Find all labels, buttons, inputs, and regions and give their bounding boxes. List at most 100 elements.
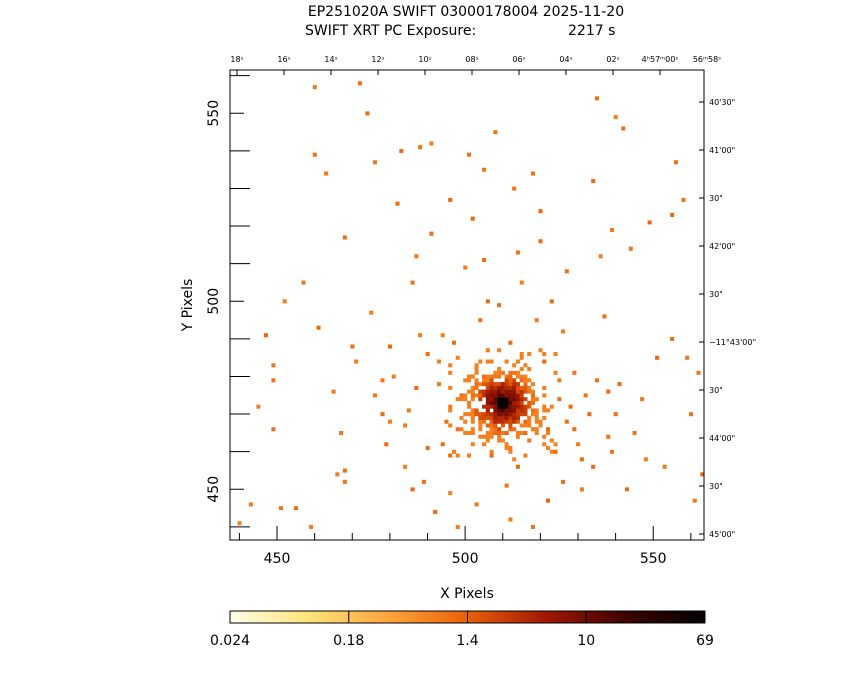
pixel [478,419,483,424]
pixel [587,412,592,417]
pixel [388,344,393,349]
pixel [515,434,520,439]
y-tick-label: 550 [206,100,222,127]
pixel [448,370,453,375]
pixel [504,397,509,402]
pixel [504,378,509,383]
ra-tick-label: 08ˢ [465,55,478,64]
pixel [497,438,502,443]
pixel [489,393,494,398]
pixel [523,423,528,428]
pixel [504,408,509,413]
pixel [470,427,475,432]
pixel [470,397,475,402]
dec-tick-label: −11°43'00" [709,338,756,347]
pixel [662,464,667,469]
pixel [485,348,490,353]
pixel [523,412,528,417]
pixel [508,446,513,451]
pixel [485,430,490,436]
pixel [410,280,415,285]
pixel [497,385,502,390]
pixel [497,370,502,375]
pixel [425,352,430,357]
pixel [568,404,573,409]
pixel [500,404,505,409]
pixel [504,389,509,394]
pixel [467,430,472,436]
pixel [515,408,520,413]
pixel [542,352,547,357]
pixel [523,408,528,413]
pixel [685,355,690,360]
pixel [504,419,509,424]
pixel [542,404,547,409]
pixel [485,299,490,304]
pixel [643,457,648,462]
pixel [493,404,498,409]
pixel [418,333,423,338]
pixel [500,382,505,387]
pixel [485,400,490,405]
pixel [692,498,697,503]
pixel [527,385,532,390]
pixel [549,438,554,443]
pixel [515,400,520,405]
pixel [606,434,611,439]
pixel [425,446,430,451]
pixel [508,415,513,420]
pixel [489,400,494,405]
pixel [523,374,528,379]
pixel [538,239,543,244]
pixel [467,374,472,379]
pixel [542,393,547,398]
pixel [512,393,517,398]
pixel [278,506,283,511]
pixel [497,404,502,409]
pixel [429,141,434,146]
pixel [553,442,558,447]
pixel [523,389,528,394]
pixel [459,393,464,398]
pixel [527,352,532,357]
pixel [459,427,464,432]
pixel [354,359,359,364]
pixel [546,446,551,451]
pixel [410,487,415,492]
pixel [403,423,408,428]
pixel [312,85,317,90]
pixel [455,397,460,402]
pixel [515,382,520,387]
pixel [470,408,475,413]
pixel [523,385,528,390]
pixel [478,318,483,323]
pixel [493,393,498,398]
pixel [342,479,347,484]
pixel [489,359,494,364]
colorbar-label: 1.4 [456,633,478,649]
pixel [478,382,483,387]
pixel [485,438,490,443]
pixel [448,408,453,413]
pixel [512,457,517,462]
pixel [519,378,524,383]
pixel [470,415,475,420]
pixel [523,382,528,387]
pixel [474,412,479,417]
pixel [448,453,453,458]
chart-subtitle-exposure-label: SWIFT XRT PC Exposure: [305,23,476,39]
pixel [467,389,472,394]
pixel [538,423,543,428]
pixel [482,393,487,398]
pixel [474,367,479,372]
pixel [508,408,513,413]
pixel [482,389,487,394]
pixel [598,254,603,259]
pixel [493,389,498,394]
pixel [534,412,539,417]
pixel [474,370,479,375]
pixel [493,382,498,387]
pixel [542,359,547,364]
pixel [380,412,385,417]
pixel [534,397,539,402]
